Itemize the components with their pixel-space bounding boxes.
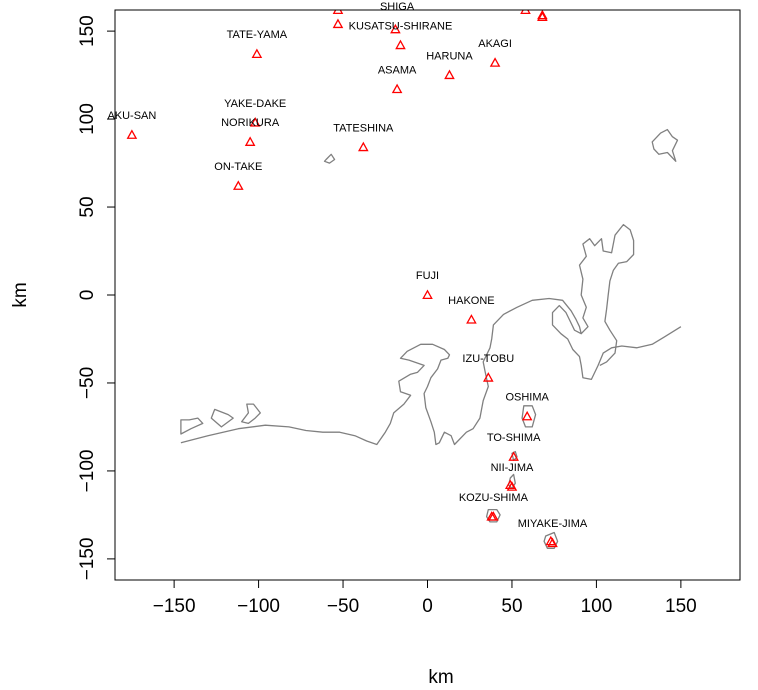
x-tick-label: 0 bbox=[422, 596, 433, 617]
volcano-label-layer: SHIGA KUSATSU-SHIRANE TATE-YAMA AKAGI HARUNA… bbox=[107, 1, 587, 530]
coastline bbox=[241, 403, 261, 425]
coastline bbox=[521, 405, 537, 428]
y-tick-label: −100 bbox=[77, 450, 98, 493]
volcano-marker bbox=[444, 69, 455, 80]
x-axis-title: km bbox=[428, 667, 453, 688]
y-tick-label: −150 bbox=[77, 537, 98, 580]
coastline bbox=[511, 450, 518, 462]
x-tick-label: 150 bbox=[665, 596, 697, 617]
volcano-marker bbox=[395, 39, 406, 50]
coastline bbox=[651, 128, 679, 162]
coastline bbox=[180, 417, 204, 435]
volcano-label: AKAGI bbox=[478, 38, 512, 50]
volcano-marker bbox=[332, 18, 344, 29]
volcano-marker bbox=[521, 410, 533, 421]
y-axis-title: km bbox=[10, 282, 31, 307]
volcano-marker bbox=[422, 289, 433, 300]
y-tick-label: 0 bbox=[77, 290, 98, 301]
volcano-label: TATESHINA bbox=[333, 122, 394, 134]
y-tick-label: −50 bbox=[77, 367, 98, 399]
volcano-marker bbox=[391, 83, 403, 94]
volcano-label: OSHIMA bbox=[505, 392, 549, 404]
volcano-marker bbox=[126, 129, 138, 139]
volcano-label: TATE-YAMA bbox=[227, 29, 288, 41]
volcano-marker bbox=[486, 511, 497, 521]
volcano-marker bbox=[233, 180, 244, 190]
volcano-marker bbox=[537, 10, 548, 20]
x-tick-label: −150 bbox=[153, 596, 196, 617]
coastline bbox=[210, 408, 234, 428]
coastline bbox=[180, 297, 682, 446]
y-axis: −150 −100 −50 0 50 100 150 bbox=[77, 15, 116, 580]
volcano-label: YAKE-DAKE bbox=[224, 98, 286, 110]
coastline bbox=[543, 531, 559, 549]
coastline bbox=[485, 508, 501, 523]
plot-frame bbox=[114, 9, 741, 581]
volcano-label: SHIGA bbox=[380, 1, 415, 13]
volcano-marker bbox=[390, 23, 401, 34]
volcano-label: KUSATSU-SHIRANE bbox=[349, 20, 453, 32]
volcano-marker bbox=[508, 451, 519, 461]
volcano-label: HAKONE bbox=[448, 295, 494, 307]
volcano-marker-layer bbox=[126, 10, 558, 548]
x-tick-label: −100 bbox=[237, 596, 280, 617]
volcano-marker bbox=[489, 57, 501, 67]
volcano-marker bbox=[520, 10, 531, 15]
y-tick-label: 150 bbox=[77, 15, 98, 47]
coastline bbox=[323, 153, 336, 164]
volcano-marker bbox=[358, 141, 369, 152]
volcano-label: AKU-SAN bbox=[107, 110, 156, 122]
volcano-label: ASAMA bbox=[378, 64, 417, 76]
volcano-label: MIYAKE-JIMA bbox=[518, 518, 588, 530]
x-tick-label: 50 bbox=[501, 596, 522, 617]
volcano-label: HARUNA bbox=[426, 50, 473, 62]
volcano-label: TO-SHIMA bbox=[487, 432, 541, 444]
volcano-label: NORIKURA bbox=[221, 117, 280, 129]
volcano-marker bbox=[244, 136, 256, 146]
volcano-marker bbox=[249, 117, 261, 127]
volcano-label: KOZU-SHIMA bbox=[459, 492, 529, 504]
volcano-marker bbox=[332, 10, 344, 15]
coastline-layer bbox=[180, 128, 682, 549]
volcano-marker bbox=[545, 535, 557, 546]
volcano-label: IZU-TOBU bbox=[462, 353, 514, 365]
coastline bbox=[578, 223, 635, 366]
volcano-label: FUJI bbox=[416, 270, 439, 282]
volcano-marker bbox=[483, 372, 494, 382]
x-axis: −150 −100 −50 0 50 100 150 bbox=[153, 579, 697, 617]
volcano-marker bbox=[537, 11, 548, 22]
volcano-marker bbox=[251, 48, 263, 58]
volcano-marker bbox=[504, 479, 516, 490]
y-tick-label: 100 bbox=[77, 103, 98, 135]
x-tick-label: 100 bbox=[581, 596, 613, 617]
volcano-label: ON-TAKE bbox=[214, 161, 262, 173]
volcano-marker bbox=[466, 314, 477, 324]
y-tick-label: 50 bbox=[77, 196, 98, 217]
x-tick-label: −50 bbox=[327, 596, 359, 617]
volcano-label: NII-JIMA bbox=[491, 462, 534, 474]
